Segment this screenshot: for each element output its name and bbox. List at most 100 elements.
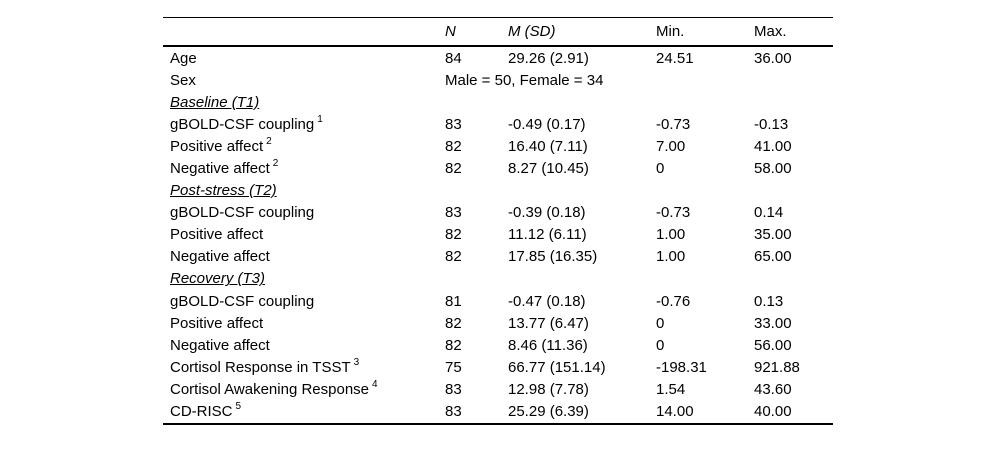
row-label-cell: Positive affect	[163, 224, 445, 246]
cell-min: 1.00	[656, 248, 686, 266]
row-label: Positive affect	[170, 137, 264, 155]
row-label: CD-RISC	[170, 403, 233, 421]
cell-min: 0	[656, 336, 665, 354]
table-row: CD-RISC 5 83 25.29 (6.39) 14.00 40.00	[163, 401, 833, 424]
cell-min: -0.73	[656, 204, 691, 222]
cell-max: 33.00	[754, 314, 792, 332]
cell-msd: 66.77 (151.14)	[508, 358, 606, 376]
cell-msd: -0.47 (0.18)	[508, 292, 586, 310]
footnote-marker: 3	[353, 356, 360, 368]
cell-min: 0	[656, 160, 665, 178]
cell-min: -0.73	[656, 115, 691, 133]
footnote-marker: 5	[235, 401, 242, 413]
table-row: Negative affect 2 82 8.27 (10.45) 0 58.00	[163, 157, 833, 179]
footnote-marker: 2	[272, 158, 279, 170]
cell-msd: 16.40 (7.11)	[508, 137, 588, 155]
table-row: Positive affect 82 11.12 (6.11) 1.00 35.00	[163, 224, 833, 246]
column-header-rowlabel	[163, 17, 445, 47]
table-body: Age 84 29.26 (2.91) 24.51 36.00 Sex Male = 50,…	[163, 46, 833, 424]
row-label: gBOLD-CSF coupling	[170, 204, 315, 222]
cell-n: 84	[445, 49, 462, 67]
cell-msd: -0.49 (0.17)	[508, 115, 586, 133]
row-span-value-cell: Male = 50, Female = 34	[445, 71, 604, 89]
row-label-cell: Age	[163, 46, 445, 69]
row-label: gBOLD-CSF coupling	[170, 292, 315, 310]
row-label-cell: Cortisol Awakening Response 4	[163, 378, 445, 400]
table-row: Negative affect 82 8.46 (11.36) 0 56.00	[163, 334, 833, 356]
section-cell: Post-stress (T2)	[163, 180, 833, 202]
section-cell: Baseline (T1)	[163, 91, 833, 113]
cell-msd: 8.46 (11.36)	[508, 336, 588, 354]
cell-max: 58.00	[754, 160, 792, 178]
cell-msd: -0.39 (0.18)	[508, 204, 586, 222]
cell-max: -0.13	[754, 115, 789, 133]
row-label: Cortisol Awakening Response	[170, 380, 370, 398]
cell-min: -0.76	[656, 292, 691, 310]
cell-max: 40.00	[754, 403, 792, 421]
cell-max: 35.00	[754, 226, 792, 244]
table-row: Negative affect 82 17.85 (16.35) 1.00 65.00	[163, 246, 833, 268]
cell-msd: 8.27 (10.45)	[508, 160, 589, 178]
footnote-marker: 4	[372, 378, 378, 390]
row-label-cell: gBOLD-CSF coupling 1	[163, 113, 445, 135]
cell-min: 7.00	[656, 137, 686, 155]
cell-msd: 25.29 (6.39)	[508, 403, 589, 421]
cell-msd: 17.85 (16.35)	[508, 248, 598, 266]
row-label-cell: Negative affect 2	[163, 157, 445, 179]
section-row: Recovery (T3)	[163, 268, 833, 290]
row-label: Negative affect	[170, 160, 270, 178]
row-label: Negative affect	[170, 248, 270, 266]
cell-min: -198.31	[656, 358, 707, 376]
cell-min: 14.00	[656, 403, 694, 421]
row-label: Negative affect	[170, 336, 270, 354]
cell-msd: 13.77 (6.47)	[508, 314, 589, 332]
row-label: Age	[170, 49, 197, 67]
cell-max: 0.14	[754, 204, 784, 222]
cell-min: 1.00	[656, 226, 686, 244]
cell-n: 82	[445, 336, 462, 354]
table-row: Cortisol Response in TSST 3 75 66.77 (151.1…	[163, 356, 833, 378]
section-row: Post-stress (T2)	[163, 180, 833, 202]
table-row: Age 84 29.26 (2.91) 24.51 36.00	[163, 46, 833, 69]
cell-n: 83	[445, 403, 462, 421]
cell-n: 81	[445, 292, 462, 310]
table-row: Positive affect 2 82 16.40 (7.11) 7.00 41.00	[163, 135, 833, 157]
cell-min: 1.54	[656, 380, 686, 398]
cell-n: 82	[445, 314, 462, 332]
cell-n: 82	[445, 137, 462, 155]
section-title: Baseline (T1)	[170, 93, 260, 111]
column-header-max: Max.	[754, 17, 833, 47]
cell-max: 921.88	[754, 358, 800, 376]
column-header-min: Min.	[656, 17, 754, 47]
cell-max: 43.60	[754, 380, 792, 398]
table-row: gBOLD-CSF coupling 83 -0.39 (0.18) -0.73 0.1…	[163, 202, 833, 224]
cell-msd: 11.12 (6.11)	[508, 226, 587, 244]
section-title: Recovery (T3)	[170, 270, 266, 288]
row-label-cell: gBOLD-CSF coupling	[163, 202, 445, 224]
row-label-cell: Positive affect 2	[163, 135, 445, 157]
row-label-cell: Cortisol Response in TSST 3	[163, 356, 445, 378]
row-label-cell: Negative affect	[163, 334, 445, 356]
cell-max: 36.00	[754, 49, 792, 67]
cell-max: 56.00	[754, 336, 792, 354]
table-row: Sex Male = 50, Female = 34	[163, 69, 833, 91]
cell-min: 24.51	[656, 49, 694, 67]
row-label: gBOLD-CSF coupling	[170, 115, 315, 133]
column-header-m-sd: M (SD)	[508, 17, 656, 47]
cell-max: 41.00	[754, 137, 792, 155]
cell-n: 83	[445, 380, 462, 398]
row-label-cell: Sex	[170, 71, 196, 89]
section-title: Post-stress (T2)	[170, 182, 277, 200]
cell-n: 75	[445, 358, 462, 376]
cell-n: 83	[445, 204, 462, 222]
cell-msd: 12.98 (7.78)	[508, 380, 589, 398]
section-row: Baseline (T1)	[163, 91, 833, 113]
table-row: Cortisol Awakening Response 4 83 12.98 (7.7…	[163, 378, 833, 400]
cell-min: 0	[656, 314, 665, 332]
column-header-n: N	[445, 17, 508, 47]
